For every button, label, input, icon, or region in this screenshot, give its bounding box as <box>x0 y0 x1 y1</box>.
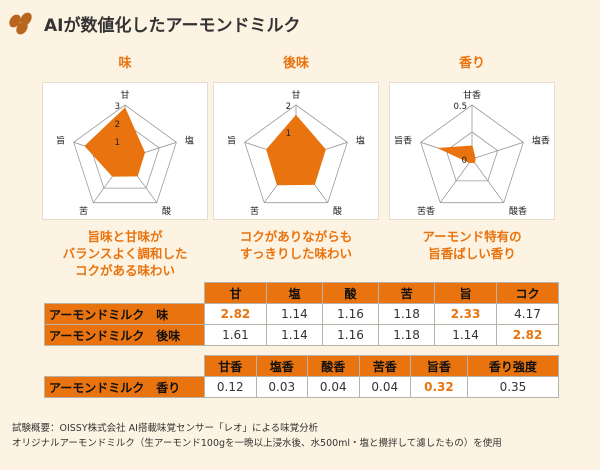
footnote: 試験概要：OISSY株式会社 AI搭載味覚センサー「レオ」による味覚分析 オリジ… <box>12 421 502 451</box>
column-header: 旨香 <box>410 355 468 377</box>
column-header: 旨 <box>434 282 498 304</box>
caption-aroma: アーモンド特有の 旨香ばしい香り <box>389 228 555 262</box>
column-header: 塩香 <box>255 355 308 377</box>
table-cell: 0.35 <box>466 376 560 398</box>
radar-spoke <box>471 141 524 160</box>
radar-spoke <box>439 158 473 203</box>
table-cell: 1.16 <box>321 324 380 346</box>
radar-axis-label: 旨 <box>227 136 236 147</box>
radar-chart-aftertaste: 甘塩酸 苦 旨 1 2 <box>227 89 365 217</box>
caption-line: バランスよく調和した <box>62 246 188 261</box>
radar-tick-label: 3 <box>115 102 120 112</box>
column-header: 酸 <box>321 282 380 304</box>
table-cell: 2.82 <box>204 303 267 325</box>
radar-panel-aroma: 香り 甘香塩香酸香 苦香 旨香 0 0.5 アーモンド特有の 旨香ばしい香り <box>389 56 555 262</box>
table-row: アーモンドミルク 後味 1.61 1.14 1.16 1.18 1.14 2.8… <box>44 324 559 346</box>
radar-axis-label: 旨香 <box>394 136 412 147</box>
radar-axis-label: 酸香 <box>509 206 527 217</box>
radar-series-area <box>266 114 326 186</box>
column-header: 塩 <box>265 282 323 304</box>
table-row: アーモンドミルク 香り 0.12 0.03 0.04 0.04 0.32 0.3… <box>44 376 560 398</box>
radar-axis-label: 旨 <box>56 136 65 147</box>
column-header: 苦香 <box>358 355 411 377</box>
radar-axis-label: 酸 <box>162 206 171 217</box>
radar-axis-label: 苦 <box>79 205 88 217</box>
caption-line: コクがある味わい <box>74 263 175 278</box>
row-label: アーモンドミルク 後味 <box>44 324 205 346</box>
radar-tick-label: 1 <box>115 138 120 148</box>
footnote-line: 試験概要：OISSY株式会社 AI搭載味覚センサー「レオ」による味覚分析 <box>12 423 319 434</box>
column-header: コク <box>496 282 559 304</box>
radar-axis-label: 塩 <box>356 135 365 147</box>
table-cell: 1.61 <box>204 324 267 346</box>
radar-series-area <box>437 145 476 163</box>
radar-spoke <box>471 158 505 203</box>
caption-line: コクがありながらも <box>239 229 353 244</box>
row-label: アーモンドミルク 味 <box>44 303 205 325</box>
caption-line: 旨味と甘味が <box>87 229 163 244</box>
column-header: 香り強度 <box>466 355 560 377</box>
radar-tick-label: 0 <box>462 156 467 166</box>
radar-axis-label: 苦香 <box>417 205 435 217</box>
table-cell: 2.82 <box>496 324 559 346</box>
column-header: 酸香 <box>307 355 360 377</box>
radar-grid-ring <box>73 104 177 204</box>
radar-title-taste: 味 <box>118 56 132 71</box>
column-header: 苦 <box>378 282 436 304</box>
table-cell: 0.04 <box>358 376 411 398</box>
table-cell: 2.33 <box>434 303 498 325</box>
table-cell: 0.12 <box>204 376 257 398</box>
table-row: アーモンドミルク 味 2.82 1.14 1.16 1.18 2.33 4.17 <box>44 303 559 325</box>
radar-axis-label: 甘香 <box>463 89 481 101</box>
radar-title-aftertaste: 後味 <box>282 56 309 71</box>
radar-chart-taste: 甘塩酸 苦 旨 1 2 3 <box>56 89 194 217</box>
table-cell: 1.14 <box>265 303 323 325</box>
header: AIが数値化したアーモンドミルク <box>6 10 301 37</box>
caption-taste: 旨味と甘味が バランスよく調和した コクがある味わい <box>42 228 208 279</box>
caption-aftertaste: コクがありながらも すっきりした味わい <box>213 228 379 262</box>
radar-tick-label: 2 <box>286 102 291 112</box>
caption-line: すっきりした味わい <box>239 246 352 261</box>
row-label: アーモンドミルク 香り <box>44 376 205 398</box>
table-cell: 0.04 <box>307 376 360 398</box>
radar-panel-taste: 味 甘塩酸 苦 旨 1 2 3 旨味と甘味が バランスよく調和した コクがある味わい <box>42 56 208 279</box>
column-header: 甘 <box>204 282 267 304</box>
table-header-row: 甘 塩 酸 苦 旨 コク <box>45 282 559 304</box>
radar-tick-label: 0.5 <box>453 102 467 112</box>
radar-axis-label: 酸 <box>333 206 342 217</box>
radar-axis-label: 甘 <box>120 89 129 101</box>
caption-line: 旨香ばしい香り <box>428 246 516 261</box>
table-cell: 4.17 <box>496 303 559 325</box>
table-cell: 0.32 <box>410 376 468 398</box>
table-cell: 1.18 <box>378 324 436 346</box>
table-cell: 1.16 <box>321 303 380 325</box>
footnote-line: オリジナルアーモンドミルク（生アーモンド100gを一晩以上浸水後、水500ml・… <box>12 438 502 449</box>
taste-table: 甘 塩 酸 苦 旨 コク アーモンドミルク 味 2.82 1.14 1.16 1… <box>44 282 559 346</box>
table-cell: 1.14 <box>265 324 323 346</box>
table-cell: 0.03 <box>255 376 308 398</box>
table-cell: 1.18 <box>378 303 436 325</box>
radar-axis-label: 塩 <box>185 135 194 147</box>
radar-series-area <box>84 107 146 177</box>
radar-grid-ring <box>244 104 348 204</box>
radar-tick-label: 1 <box>286 129 291 139</box>
aroma-table: 甘香 塩香 酸香 苦香 旨香 香り強度 アーモンドミルク 香り 0.12 0.0… <box>44 355 560 398</box>
radar-tick-label: 2 <box>115 120 120 130</box>
radar-grid-ring <box>420 104 524 204</box>
radar-axis-label: 苦 <box>250 205 259 217</box>
table-header-row: 甘香 塩香 酸香 苦香 旨香 香り強度 <box>45 355 560 377</box>
radar-axis-label: 甘 <box>291 89 300 101</box>
almond-logo-icon <box>6 10 36 37</box>
caption-line: アーモンド特有の <box>422 229 522 244</box>
radar-axis-label: 塩香 <box>532 135 550 147</box>
column-header: 甘香 <box>204 355 257 377</box>
radar-title-aroma: 香り <box>458 56 485 71</box>
table-cell: 1.14 <box>434 324 498 346</box>
page-title: AIが数値化したアーモンドミルク <box>44 15 301 36</box>
radar-panel-aftertaste: 後味 甘塩酸 苦 旨 1 2 コクがありながらも すっきりした味わい <box>213 56 379 262</box>
